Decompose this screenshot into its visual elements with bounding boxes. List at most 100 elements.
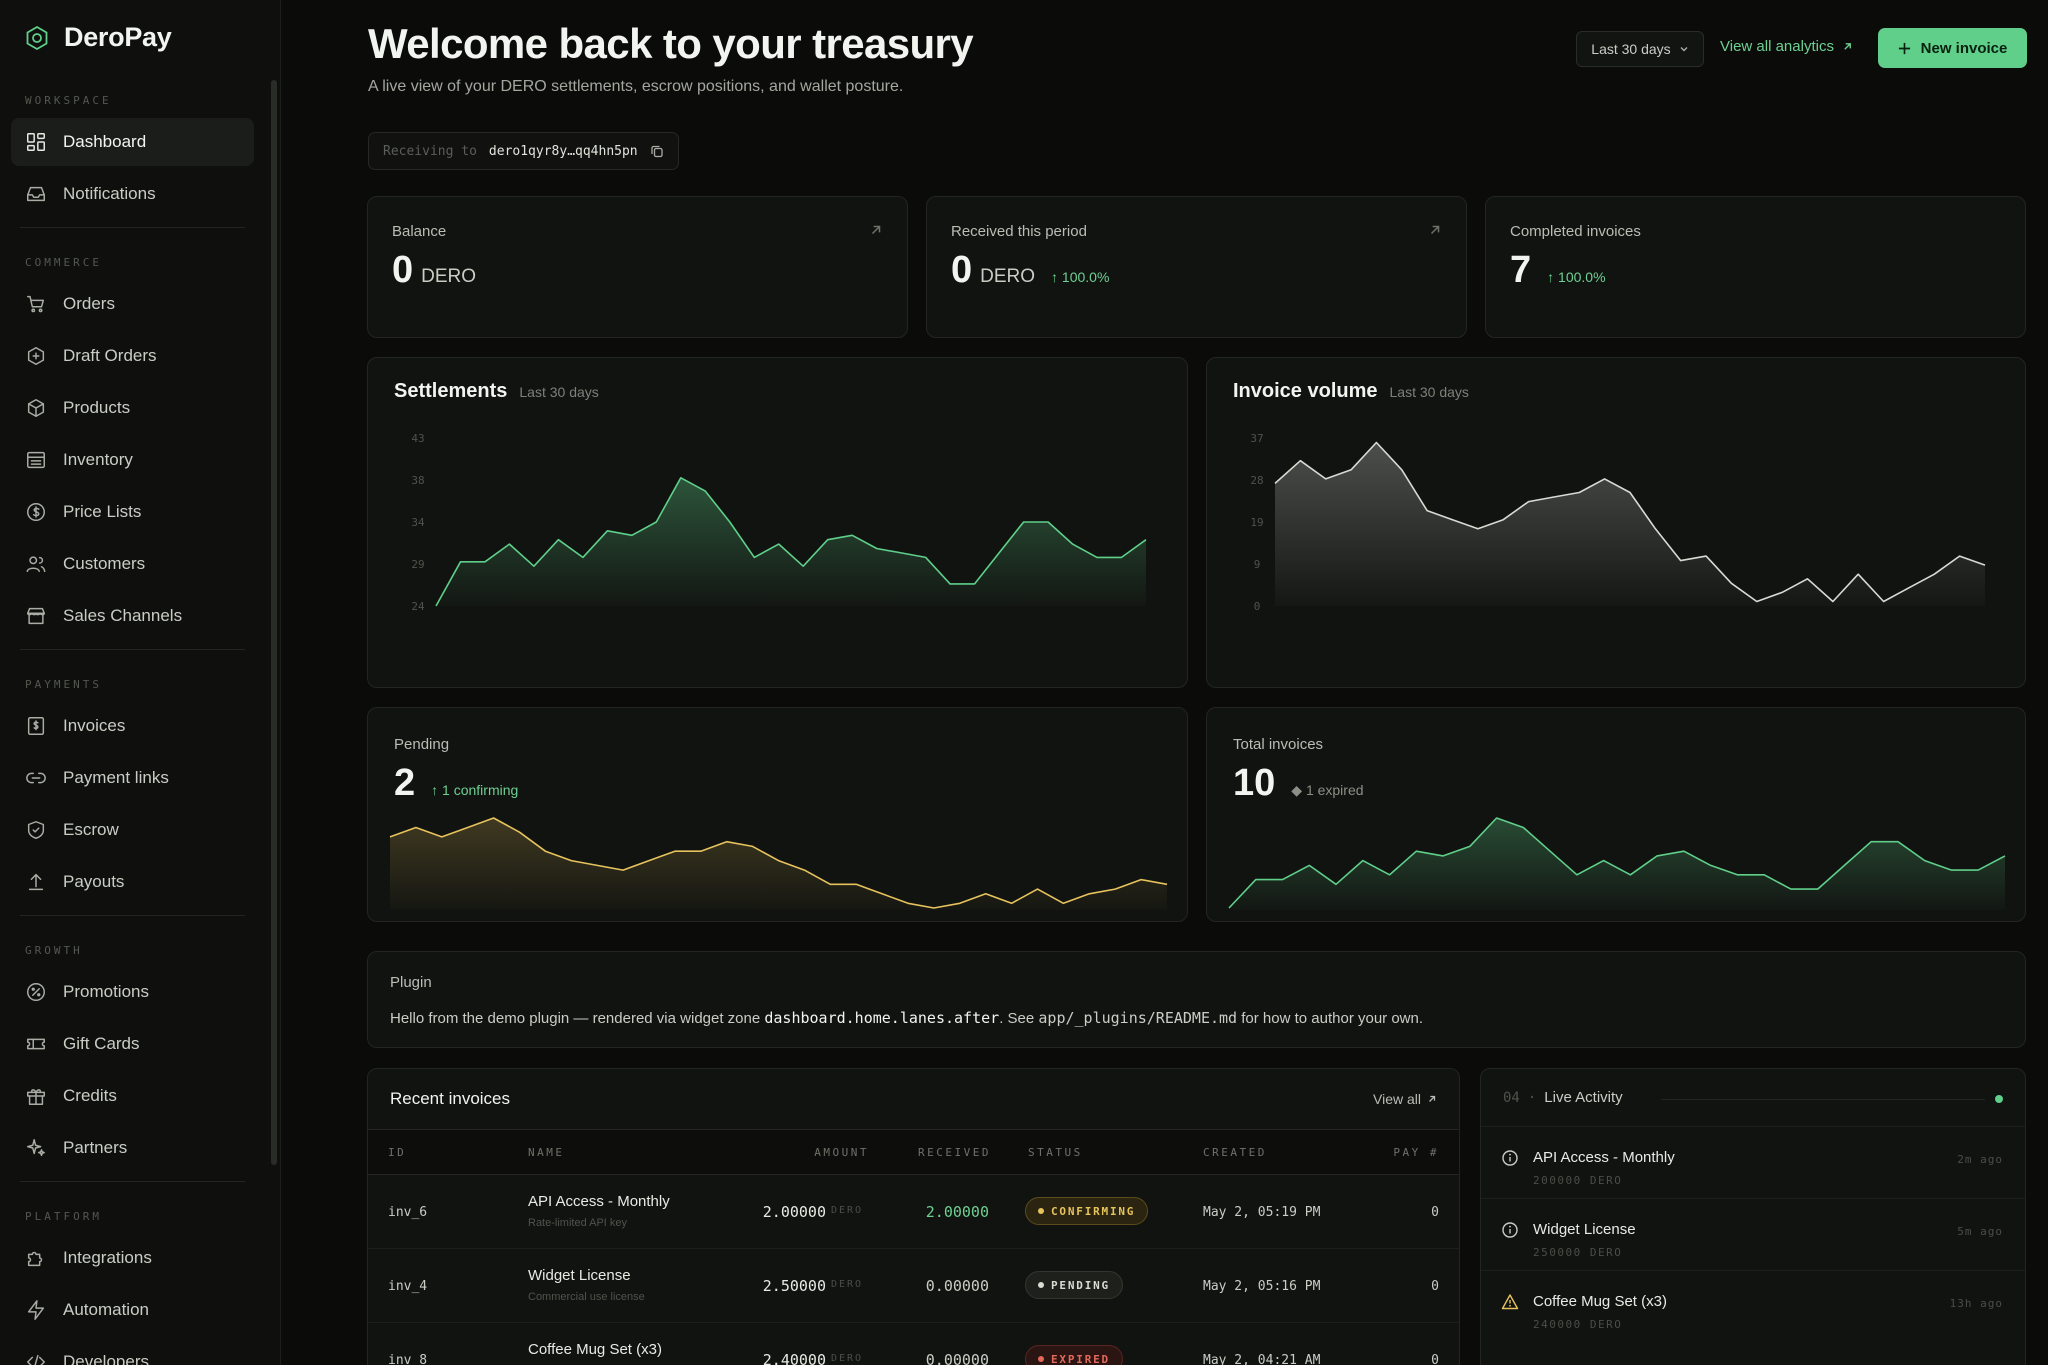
info-icon [1502,1222,1518,1238]
status-text: CONFIRMING [1051,1204,1136,1218]
invoice-id: inv_4 [388,1279,428,1294]
received-delta: ↑ 100.0% [1051,269,1110,285]
date-range-value: Last 30 days [1591,41,1671,57]
total-invoices-label: Total invoices [1233,736,1324,753]
plugin-zone: dashboard.home.lanes.after [764,1009,1000,1027]
sidebar-item-price-lists[interactable]: Price Lists [11,488,254,536]
settlements-title-text: Settlements [394,380,508,402]
sidebar-item-invoices[interactable]: Invoices [11,702,254,750]
invoice-pay-count: 0 [1431,1353,1439,1365]
brand-logo-icon [26,25,48,50]
table-row[interactable]: inv_4 Widget License Commercial use lice… [368,1249,1459,1323]
sidebar-item-payment-links[interactable]: Payment links [11,754,254,802]
column-header-amount[interactable]: AMOUNT [814,1146,869,1159]
invoice-pay-count: 0 [1431,1205,1439,1220]
total-invoices-sparkline [1228,817,2006,910]
inventory-icon [27,451,45,469]
sidebar-item-products[interactable]: Products [11,384,254,432]
sidebar-item-integrations[interactable]: Integrations [11,1234,254,1282]
y-tick-label: 43 [411,432,424,445]
puzzle-icon [27,1251,43,1267]
sidebar-item-sales-channels[interactable]: Sales Channels [11,592,254,640]
invoice-created: May 2, 04:21 AM [1203,1353,1321,1365]
table-row[interactable]: inv_8 Coffee Mug Set (x3) 2.40000 DERO 0… [368,1323,1459,1365]
balance-card[interactable]: Balance 0 DERO [367,196,908,338]
sidebar-item-automation[interactable]: Automation [11,1286,254,1334]
live-activity-header: 04 · Live Activity [1503,1089,1623,1106]
invoice-name: Coffee Mug Set (x3) [528,1341,662,1358]
brand-name: DeroPay [64,22,172,52]
activity-item[interactable]: Widget License 250000 DERO 5m ago [1481,1198,2025,1270]
activity-item[interactable]: Coffee Mug Set (x3) 240000 DERO 13h ago [1481,1270,2025,1342]
table-header: ID NAME AMOUNT RECEIVED STATUS CREATED P… [368,1129,1459,1175]
column-header-created[interactable]: CREATED [1203,1146,1267,1159]
column-header-status[interactable]: STATUS [1028,1146,1083,1159]
status-badge: PENDING [1025,1271,1123,1299]
y-tick-label: 24 [411,600,425,613]
invoice-id: inv_6 [388,1205,428,1220]
arrow-up-right-icon[interactable] [869,223,883,237]
completed-label: Completed invoices [1510,223,1641,240]
brand[interactable]: DeroPay [24,22,172,53]
sidebar-item-payouts[interactable]: Payouts [11,858,254,906]
sidebar-item-developers[interactable]: Developers [11,1338,254,1365]
sidebar-item-escrow[interactable]: Escrow [11,806,254,854]
divider [1661,1099,1985,1100]
status-dot [1038,1356,1044,1362]
page-subtitle: A live view of your DERO settlements, es… [368,78,904,95]
link-icon [26,772,46,784]
upload-icon [28,873,44,891]
sidebar-item-credits[interactable]: Credits [11,1072,254,1120]
completed-delta: ↑ 100.0% [1547,269,1606,285]
table-row[interactable]: inv_6 API Access - Monthly Rate-limited … [368,1175,1459,1249]
sidebar-scrollbar[interactable] [271,80,277,1165]
bolt-icon [27,1300,45,1320]
new-invoice-button[interactable]: New invoice [1878,28,2027,68]
sidebar-item-draft-orders[interactable]: Draft Orders [11,332,254,380]
sidebar-item-notifications[interactable]: Notifications [11,170,254,218]
live-activity-number: 04 [1503,1089,1520,1106]
series-area [390,818,1167,910]
ticket-icon [27,1038,45,1050]
sidebar-item-label: Partners [63,1138,128,1157]
arrow-up-right-icon[interactable] [1428,223,1442,237]
balance-number: 0 [392,249,414,291]
y-tick-label: 9 [1254,558,1261,571]
page-title: Welcome back to your treasury [368,20,974,67]
completed-value: 7 ↑ 100.0% [1510,249,1606,292]
column-header-name[interactable]: NAME [528,1146,565,1159]
activity-time: 5m ago [1957,1225,2003,1238]
balance-value: 0 DERO [392,249,476,292]
received-card[interactable]: Received this period 0 DERO ↑ 100.0% [926,196,1467,338]
column-header-id[interactable]: ID [388,1146,407,1159]
received-label: Received this period [951,223,1087,240]
date-range-select[interactable]: Last 30 days [1576,31,1704,67]
sidebar-item-label: Draft Orders [63,346,157,365]
pending-label: Pending [394,736,450,753]
live-activity-separator: · [1527,1089,1537,1106]
sidebar-item-customers[interactable]: Customers [11,540,254,588]
copy-icon[interactable] [650,144,664,158]
sidebar-item-dashboard[interactable]: Dashboard [11,118,254,166]
invoice-name: Widget License [528,1267,631,1284]
arrow-up-right-icon [1844,43,1851,50]
sidebar-item-inventory[interactable]: Inventory [11,436,254,484]
completed-invoices-card[interactable]: Completed invoices 7 ↑ 100.0% [1485,196,2026,338]
sidebar-item-orders[interactable]: Orders [11,280,254,328]
sidebar-item-promotions[interactable]: Promotions [11,968,254,1016]
activity-item[interactable]: API Access - Monthly 200000 DERO 2m ago [1481,1126,2025,1198]
settlements-title: Settlements Last 30 days [394,380,599,403]
invoice-amount-unit: DERO [831,1205,864,1216]
sidebar-item-partners[interactable]: Partners [11,1124,254,1172]
plugin-path: app/_plugins/README.md [1038,1009,1238,1027]
divider [20,1181,245,1182]
arrow-up-right-icon [1429,1095,1436,1102]
series-line [1274,441,1986,603]
column-header-pay[interactable]: PAY # [1393,1146,1439,1159]
completed-number: 7 [1510,249,1532,291]
view-all-analytics-link[interactable]: View all analytics [1720,38,1853,55]
sidebar-item-gift-cards[interactable]: Gift Cards [11,1020,254,1068]
live-activity-title: Live Activity [1544,1089,1623,1106]
column-header-received[interactable]: RECEIVED [918,1146,991,1159]
recent-invoices-view-all[interactable]: View all [1373,1091,1437,1107]
